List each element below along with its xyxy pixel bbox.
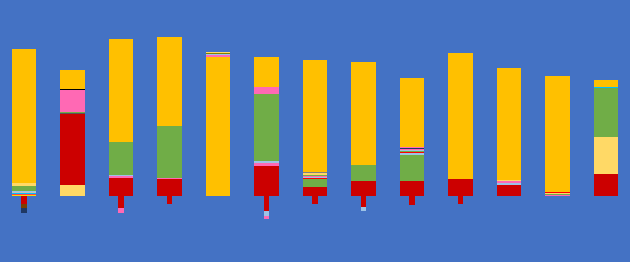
- Bar: [399, 147, 425, 148]
- Bar: [399, 78, 425, 147]
- Bar: [60, 90, 85, 112]
- Bar: [167, 196, 172, 204]
- Bar: [12, 186, 37, 191]
- Bar: [593, 80, 618, 87]
- Bar: [399, 148, 425, 149]
- Bar: [410, 196, 415, 205]
- Bar: [399, 151, 425, 152]
- Bar: [60, 112, 85, 113]
- Bar: [205, 54, 231, 56]
- Bar: [399, 150, 425, 151]
- Bar: [351, 165, 376, 181]
- Bar: [399, 152, 425, 153]
- Bar: [545, 193, 570, 194]
- Bar: [60, 70, 85, 89]
- Bar: [545, 195, 570, 196]
- Bar: [157, 178, 182, 179]
- Bar: [545, 76, 570, 192]
- Bar: [254, 163, 279, 166]
- Bar: [108, 176, 134, 178]
- Bar: [302, 173, 328, 175]
- Bar: [60, 89, 85, 90]
- Bar: [12, 49, 37, 183]
- Bar: [108, 39, 134, 142]
- Bar: [545, 194, 570, 195]
- Bar: [399, 181, 425, 196]
- Bar: [205, 53, 231, 54]
- Bar: [12, 193, 37, 194]
- Bar: [254, 161, 279, 163]
- Bar: [458, 196, 463, 204]
- Bar: [496, 181, 522, 183]
- Bar: [448, 179, 473, 196]
- Bar: [118, 208, 123, 213]
- Bar: [448, 53, 473, 179]
- Bar: [157, 37, 182, 126]
- Bar: [12, 194, 37, 195]
- Bar: [593, 88, 618, 137]
- Bar: [302, 172, 328, 173]
- Bar: [302, 60, 328, 172]
- Bar: [302, 177, 328, 178]
- Bar: [496, 180, 522, 181]
- Bar: [21, 204, 26, 208]
- Bar: [361, 207, 366, 211]
- Bar: [496, 68, 522, 180]
- Bar: [361, 196, 366, 207]
- Bar: [302, 179, 328, 187]
- Bar: [351, 62, 376, 165]
- Bar: [60, 185, 85, 196]
- Bar: [312, 196, 318, 204]
- Bar: [12, 183, 37, 186]
- Bar: [254, 94, 279, 161]
- Bar: [399, 149, 425, 150]
- Bar: [593, 137, 618, 174]
- Bar: [205, 52, 231, 53]
- Bar: [399, 155, 425, 181]
- Bar: [302, 175, 328, 176]
- Bar: [108, 142, 134, 175]
- Bar: [205, 56, 231, 57]
- Bar: [264, 196, 269, 211]
- Bar: [118, 196, 123, 208]
- Bar: [399, 153, 425, 155]
- Bar: [12, 191, 37, 192]
- Bar: [254, 166, 279, 196]
- Bar: [60, 114, 85, 185]
- Bar: [205, 57, 231, 196]
- Bar: [157, 179, 182, 196]
- Bar: [593, 174, 618, 196]
- Bar: [302, 178, 328, 179]
- Bar: [21, 208, 26, 213]
- Bar: [264, 216, 269, 219]
- Bar: [254, 57, 279, 87]
- Bar: [593, 87, 618, 88]
- Bar: [264, 211, 269, 216]
- Bar: [545, 192, 570, 193]
- Bar: [302, 187, 328, 196]
- Bar: [351, 181, 376, 196]
- Bar: [254, 87, 279, 94]
- Bar: [496, 183, 522, 185]
- Bar: [108, 178, 134, 196]
- Bar: [12, 192, 37, 193]
- Bar: [157, 126, 182, 178]
- Bar: [21, 196, 26, 204]
- Bar: [496, 185, 522, 196]
- Bar: [108, 175, 134, 176]
- Bar: [60, 113, 85, 114]
- Bar: [302, 176, 328, 177]
- Bar: [12, 195, 37, 196]
